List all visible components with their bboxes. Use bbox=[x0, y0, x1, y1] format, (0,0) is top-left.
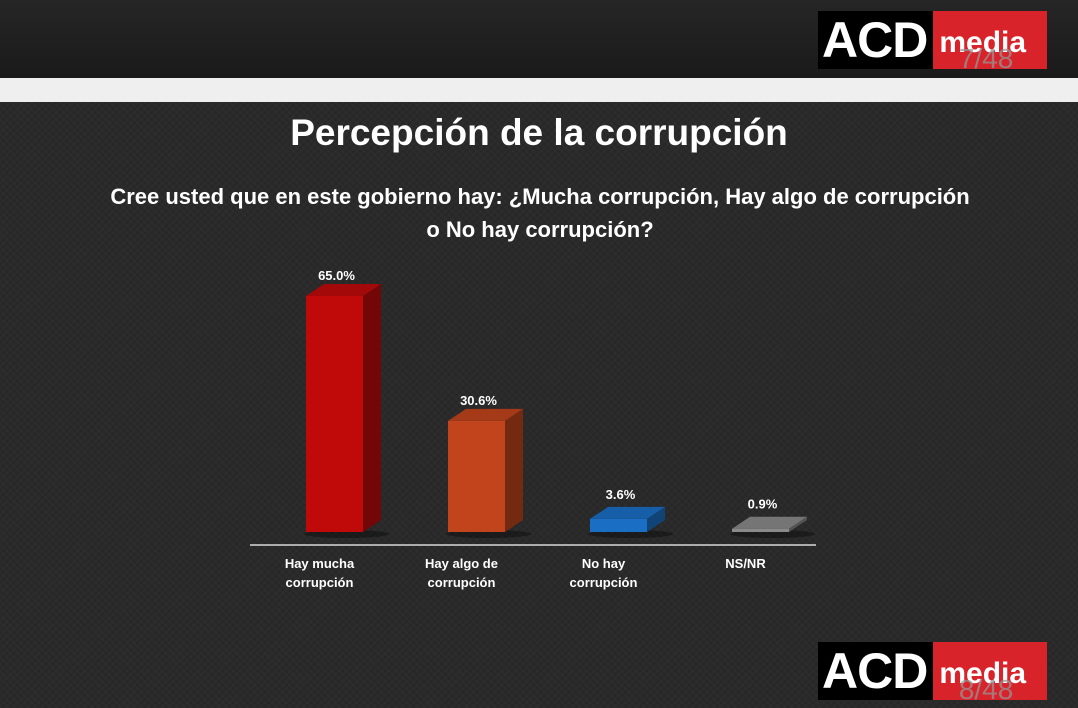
bar-top bbox=[732, 516, 807, 529]
logo-sub: media 7/48 bbox=[933, 11, 1048, 73]
bar-top bbox=[448, 408, 523, 421]
category-label: No hay corrupción bbox=[570, 556, 638, 590]
category-label-line: corrupción bbox=[428, 575, 496, 590]
logo-sub-bottom: media 8/48 bbox=[933, 642, 1048, 704]
data-label: 3.6% bbox=[606, 487, 636, 502]
logo-brand: ACD bbox=[818, 11, 934, 69]
category-label: Hay mucha corrupción bbox=[285, 556, 355, 590]
page-number: 7/48 bbox=[958, 43, 1014, 74]
category-label: NS/NR bbox=[725, 556, 766, 571]
bar-side bbox=[789, 516, 807, 532]
bar bbox=[732, 528, 789, 532]
slide-question: Cree usted que en este gobierno hay: ¿Mu… bbox=[110, 184, 970, 242]
bar bbox=[590, 518, 647, 532]
category-label-line: Hay algo de bbox=[425, 556, 498, 571]
chart-labels: 65.0% Hay mucha corrupción 30.6% Hay algo de… bbox=[285, 268, 778, 590]
data-label: 30.6% bbox=[460, 393, 497, 408]
data-label: 65.0% bbox=[318, 268, 355, 283]
category-label-line: corrupción bbox=[570, 575, 638, 590]
logo-sub-text-bottom: media bbox=[939, 657, 1027, 690]
chart-bars bbox=[304, 284, 815, 538]
category-label: Hay algo de corrupción bbox=[425, 556, 498, 590]
bar-side bbox=[363, 284, 381, 532]
category-label-line: corrupción bbox=[286, 575, 354, 590]
category-label-line: No hay bbox=[582, 556, 626, 571]
page-number-bottom: 8/48 bbox=[958, 674, 1014, 705]
slide-background bbox=[0, 102, 1078, 708]
bar-side bbox=[647, 506, 665, 532]
slide-divider bbox=[0, 78, 1078, 102]
bar-top bbox=[590, 506, 665, 519]
logo-brand-bottom: ACD bbox=[818, 642, 934, 700]
category-label-line: Hay mucha bbox=[285, 556, 355, 571]
category-label-line: NS/NR bbox=[725, 556, 766, 571]
data-label: 0.9% bbox=[748, 497, 778, 512]
bar-side bbox=[505, 408, 523, 532]
bar bbox=[306, 296, 363, 532]
slide-title: Percepción de la corrupción bbox=[290, 112, 788, 153]
bar bbox=[448, 420, 505, 532]
bar-top bbox=[306, 284, 381, 296]
logo-sub-text: media bbox=[939, 26, 1027, 59]
acd-media-logo-top: ACD media 7/48 bbox=[818, 11, 1048, 73]
acd-media-logo-bottom: ACD media 8/48 bbox=[818, 642, 1048, 704]
